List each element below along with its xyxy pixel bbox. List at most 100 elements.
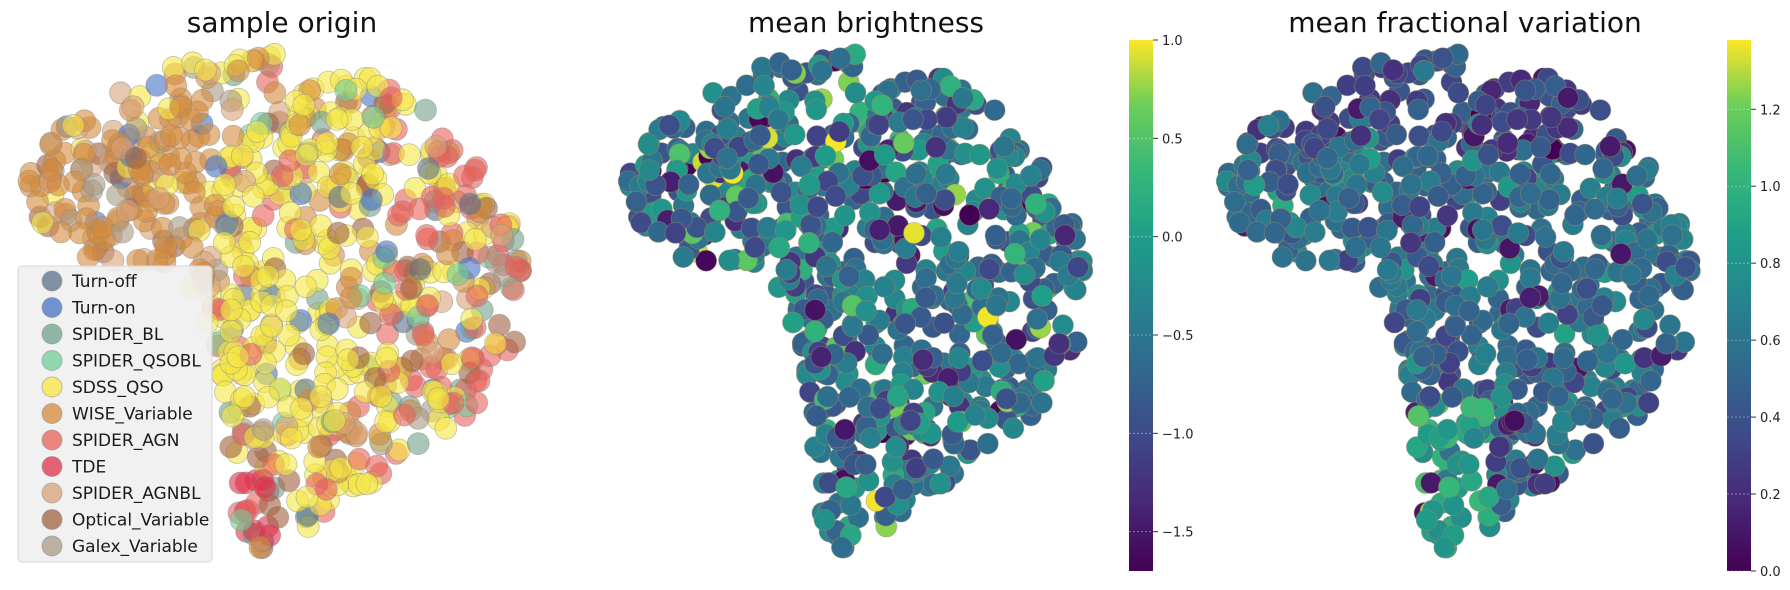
scatter-point: [392, 403, 416, 427]
scatter-point: [1495, 478, 1518, 501]
scatter-point: [124, 117, 148, 141]
scatter-point: [1610, 242, 1632, 265]
legend-marker: [41, 270, 63, 292]
scatter-point: [747, 153, 770, 176]
scatter-point: [780, 59, 803, 81]
scatter-point: [437, 328, 461, 352]
scatter-point: [952, 86, 974, 109]
scatter-point: [805, 98, 828, 121]
scatter-point: [912, 348, 934, 371]
scatter-point: [1318, 249, 1341, 272]
scatter-point: [929, 472, 952, 495]
scatter-point: [375, 240, 399, 264]
scatter-point: [336, 348, 360, 372]
scatter-point: [1506, 108, 1528, 131]
legend-items: Turn-off Turn-on SPIDER_BL SPIDER_QSOBL SDSS…: [41, 270, 209, 557]
scatter-point: [1382, 59, 1404, 81]
scatter-point: [1033, 369, 1055, 392]
scatter-point: [1534, 226, 1557, 249]
legend-marker: [41, 482, 63, 504]
scatter-point: [964, 404, 987, 427]
scatter-point: [1316, 147, 1339, 169]
scatter-point: [329, 456, 353, 480]
scatter-point: [886, 385, 909, 408]
legend-marker: [41, 297, 63, 318]
scatter-point: [245, 120, 269, 144]
scatter-point: [1383, 311, 1406, 334]
scatter-point: [325, 108, 349, 131]
scatter-point: [1496, 132, 1519, 154]
scatter-point: [221, 124, 245, 148]
scatter-point: [379, 86, 403, 110]
scatter-point: [1637, 391, 1660, 414]
colorbar-tick-label: 0.4: [1760, 411, 1781, 426]
scatter-point: [892, 478, 914, 501]
scatter-point: [782, 311, 804, 334]
scatter-point: [68, 221, 92, 245]
scatter-point: [658, 114, 681, 137]
scatter-point: [1420, 471, 1442, 494]
scatter-point: [993, 135, 1015, 158]
scatter-point: [116, 199, 139, 222]
scatter-point: [295, 143, 318, 167]
scatter-point: [1596, 341, 1619, 364]
scatter-point: [415, 223, 439, 247]
scatter-point: [1442, 494, 1465, 517]
scatter-point: [1351, 56, 1374, 79]
scatter-point: [263, 81, 287, 105]
scatter-point: [219, 319, 243, 343]
scatter-points: [617, 43, 1094, 559]
scatter-point: [783, 123, 806, 146]
scatter-point: [1447, 81, 1470, 104]
scatter-point: [995, 387, 1018, 410]
scatter-point: [1564, 204, 1586, 227]
scatter-point: [952, 116, 974, 139]
scatter-point: [465, 391, 489, 415]
scatter-point: [871, 342, 894, 365]
scatter-point: [1257, 114, 1280, 137]
scatter-point: [899, 409, 922, 432]
scatter-point: [1674, 256, 1697, 279]
scatter-point: [828, 120, 851, 143]
scatter-point: [458, 192, 482, 216]
scatter-point: [978, 258, 1001, 281]
scatter-point: [350, 135, 374, 159]
scatter-point: [222, 195, 246, 219]
scatter-point: [1357, 216, 1380, 239]
scatter-point: [805, 405, 828, 427]
scatter-point: [180, 236, 204, 260]
scatter-point: [1277, 173, 1299, 196]
colorbar-gradient: [1727, 40, 1751, 571]
scatter-point: [1601, 387, 1624, 410]
legend-label: SDSS_QSO: [72, 378, 164, 398]
colorbar-tick-label: −1.5: [1162, 526, 1194, 541]
scatter-point: [387, 203, 410, 227]
scatter-point: [1350, 124, 1372, 147]
scatter-point: [256, 385, 280, 409]
scatter-point: [1418, 385, 1441, 408]
scatter-point: [775, 258, 798, 281]
scatter-point: [1385, 123, 1408, 146]
scatter-point: [1498, 312, 1520, 335]
scatter-point: [831, 536, 853, 559]
scatter-point: [770, 181, 793, 204]
panel-title: mean brightness: [748, 6, 984, 39]
scatter-point: [279, 426, 303, 450]
scatter-point: [490, 223, 514, 247]
scatter-point: [804, 320, 826, 343]
scatter-point: [26, 190, 49, 214]
scatter-point: [347, 447, 371, 471]
scatter-point: [854, 453, 877, 476]
scatter-point: [625, 190, 648, 213]
scatter-point: [154, 235, 178, 259]
scatter-point: [756, 216, 779, 239]
scatter-point: [238, 230, 262, 254]
scatter-point: [1344, 236, 1367, 259]
scatter-point: [164, 74, 188, 98]
scatter-point: [1313, 95, 1336, 118]
scatter-point: [82, 173, 106, 196]
scatter-point: [708, 199, 731, 222]
scatter-point: [1592, 157, 1614, 180]
colorbar-tick-label: 0.0: [1162, 231, 1183, 246]
scatter-point: [1294, 249, 1317, 272]
